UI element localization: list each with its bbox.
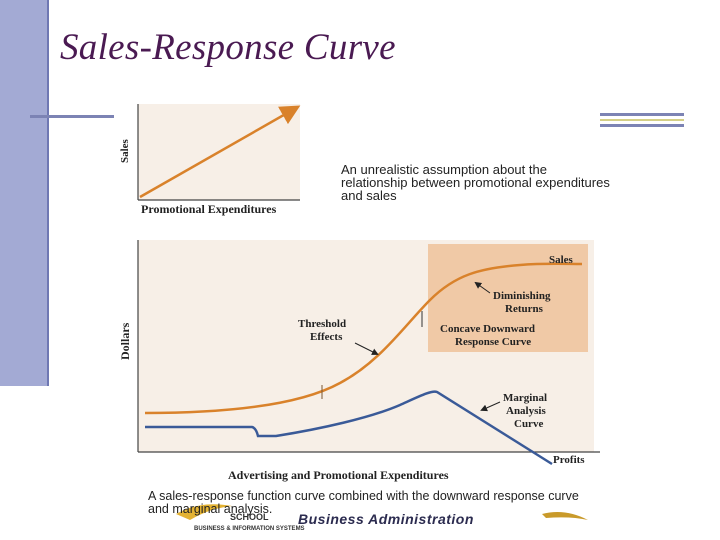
title-rule-left <box>30 115 114 118</box>
school-logo-swoosh <box>176 504 232 520</box>
diminishing-label-line1: Diminishing <box>493 290 551 302</box>
title-rule-right-top <box>600 113 684 116</box>
marginal-arrow <box>480 401 501 412</box>
school-logo-swoosh-right <box>542 512 588 520</box>
bottom-chart-caption: A sales-response function curve combined… <box>148 489 579 516</box>
title-rule-right-mid <box>600 119 684 121</box>
title-rule-right-bottom <box>600 124 684 127</box>
top-chart-sales-line <box>139 105 301 199</box>
footer-school: SCHOOL <box>230 512 269 522</box>
footer-subline: BUSINESS & INFORMATION SYSTEMS <box>194 526 305 532</box>
side-accent-bar <box>0 0 49 386</box>
diminishing-arrow <box>474 281 491 294</box>
marginal-label-line2: Analysis <box>506 405 546 417</box>
sales-response-curve <box>144 262 583 415</box>
sales-label: Sales <box>549 254 574 266</box>
profits-label: Profits <box>553 454 585 466</box>
top-chart-x-label: Promotional Expenditures <box>141 202 277 216</box>
footer-department: Business Administration <box>298 511 474 527</box>
bottom-chart-y-label: Dollars <box>118 322 132 360</box>
diminishing-label-line2: Returns <box>505 303 544 315</box>
marginal-label-line1: Marginal <box>503 392 547 404</box>
marginal-label-line3: Curve <box>514 418 543 430</box>
highlight-box <box>428 244 588 352</box>
threshold-label-line1: Threshold <box>298 318 346 330</box>
concave-label-line1: Concave Downward <box>440 323 535 335</box>
concave-label-line2: Response Curve <box>455 336 531 348</box>
bottom-chart-x-label: Advertising and Promotional Expenditures <box>228 468 449 482</box>
threshold-arrow <box>354 342 379 355</box>
top-chart-caption: An unrealistic assumption about the rela… <box>341 162 610 203</box>
slide-title: Sales-Response Curve <box>60 27 396 68</box>
threshold-label-line2: Effects <box>310 331 343 343</box>
marginal-analysis-curve <box>145 390 553 466</box>
top-chart-y-label: Sales <box>119 138 131 163</box>
